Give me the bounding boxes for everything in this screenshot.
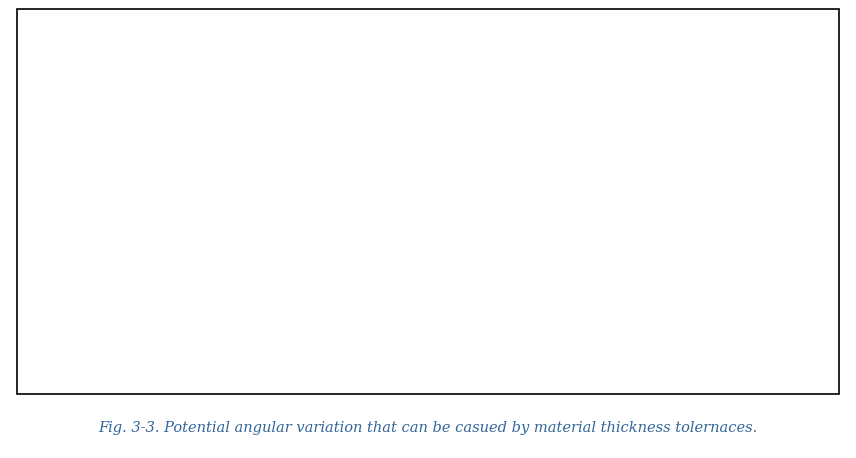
Text: Nominal thickness: Nominal thickness bbox=[641, 176, 786, 239]
Text: Thicker material: Thicker material bbox=[432, 35, 560, 126]
Text: Fig. 3-3. Potential angular variation that can be casued by material thickness t: Fig. 3-3. Potential angular variation th… bbox=[98, 421, 758, 435]
Text: Thinner material: Thinner material bbox=[190, 64, 377, 133]
